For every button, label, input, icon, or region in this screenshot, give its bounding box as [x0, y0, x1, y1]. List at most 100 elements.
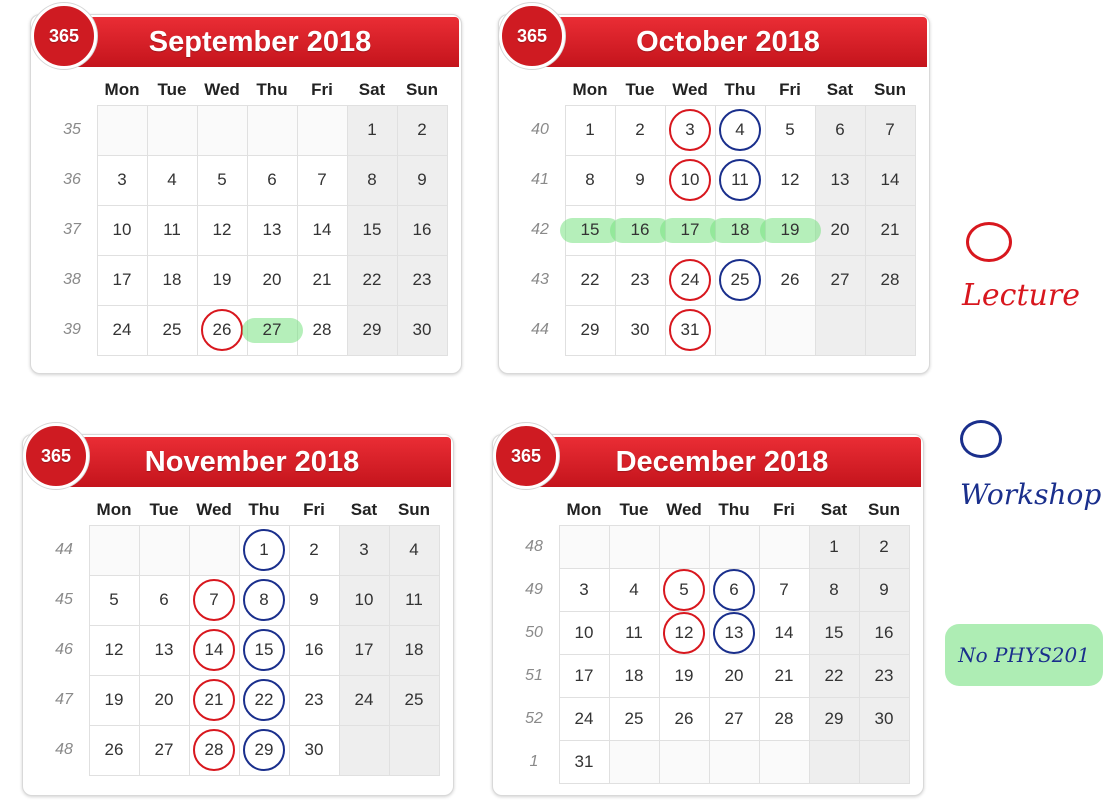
day-cell[interactable]: 1	[238, 524, 290, 576]
day-cell[interactable]: 3	[96, 154, 148, 206]
day-cell[interactable]: 27	[708, 696, 760, 741]
day-cell[interactable]: 17	[558, 653, 610, 698]
day-cell[interactable]: 1	[346, 104, 398, 156]
day-cell[interactable]: 4	[714, 104, 766, 156]
day-cell[interactable]: 20	[138, 674, 190, 726]
day-cell[interactable]: 15	[346, 204, 398, 256]
day-cell[interactable]: 12	[196, 204, 248, 256]
day-cell[interactable]: 15	[238, 624, 290, 676]
day-cell[interactable]: 10	[664, 154, 716, 206]
day-cell[interactable]: 2	[396, 104, 448, 156]
day-cell[interactable]: 7	[188, 574, 240, 626]
day-cell[interactable]: 13	[708, 610, 760, 655]
day-cell[interactable]: 15	[808, 610, 860, 655]
day-cell[interactable]: 25	[146, 304, 198, 356]
day-cell[interactable]: 13	[246, 204, 298, 256]
day-cell[interactable]: 1	[808, 524, 860, 569]
day-cell[interactable]: 10	[338, 574, 390, 626]
day-cell[interactable]: 17	[96, 254, 148, 306]
day-cell[interactable]: 22	[564, 254, 616, 306]
day-cell[interactable]: 16	[396, 204, 448, 256]
day-cell[interactable]: 19	[658, 653, 710, 698]
day-cell[interactable]: 25	[388, 674, 440, 726]
day-cell[interactable]: 29	[808, 696, 860, 741]
day-cell[interactable]: 9	[614, 154, 666, 206]
day-cell[interactable]: 23	[614, 254, 666, 306]
day-cell[interactable]: 22	[238, 674, 290, 726]
day-cell[interactable]: 30	[396, 304, 448, 356]
day-cell[interactable]: 6	[708, 567, 760, 612]
day-cell[interactable]: 8	[346, 154, 398, 206]
day-cell[interactable]: 10	[96, 204, 148, 256]
day-cell[interactable]: 24	[664, 254, 716, 306]
day-cell[interactable]: 11	[146, 204, 198, 256]
day-cell[interactable]: 27	[241, 304, 303, 356]
day-cell[interactable]: 30	[614, 304, 666, 356]
day-cell[interactable]: 8	[564, 154, 616, 206]
day-cell[interactable]: 19	[88, 674, 140, 726]
day-cell[interactable]: 21	[864, 204, 916, 256]
day-cell[interactable]: 30	[858, 696, 910, 741]
day-cell[interactable]: 5	[764, 104, 816, 156]
day-cell[interactable]: 12	[658, 610, 710, 655]
day-cell[interactable]: 18	[709, 204, 771, 256]
day-cell[interactable]: 26	[658, 696, 710, 741]
day-cell[interactable]: 22	[346, 254, 398, 306]
day-cell[interactable]: 19	[196, 254, 248, 306]
day-cell[interactable]: 18	[146, 254, 198, 306]
day-cell[interactable]: 25	[714, 254, 766, 306]
day-cell[interactable]: 4	[388, 524, 440, 576]
day-cell[interactable]: 8	[808, 567, 860, 612]
day-cell[interactable]: 9	[396, 154, 448, 206]
day-cell[interactable]: 20	[814, 204, 866, 256]
day-cell[interactable]: 2	[614, 104, 666, 156]
day-cell[interactable]: 24	[558, 696, 610, 741]
day-cell[interactable]: 22	[808, 653, 860, 698]
day-cell[interactable]: 13	[138, 624, 190, 676]
day-cell[interactable]: 29	[238, 724, 290, 776]
day-cell[interactable]: 21	[758, 653, 810, 698]
day-cell[interactable]: 2	[858, 524, 910, 569]
day-cell[interactable]: 3	[558, 567, 610, 612]
day-cell[interactable]: 26	[88, 724, 140, 776]
day-cell[interactable]: 14	[758, 610, 810, 655]
day-cell[interactable]: 21	[296, 254, 348, 306]
day-cell[interactable]: 1	[564, 104, 616, 156]
day-cell[interactable]: 6	[246, 154, 298, 206]
day-cell[interactable]: 31	[664, 304, 716, 356]
day-cell[interactable]: 13	[814, 154, 866, 206]
day-cell[interactable]: 28	[758, 696, 810, 741]
day-cell[interactable]: 6	[814, 104, 866, 156]
day-cell[interactable]: 12	[88, 624, 140, 676]
day-cell[interactable]: 11	[714, 154, 766, 206]
day-cell[interactable]: 5	[658, 567, 710, 612]
day-cell[interactable]: 9	[858, 567, 910, 612]
day-cell[interactable]: 14	[864, 154, 916, 206]
day-cell[interactable]: 31	[558, 739, 610, 784]
day-cell[interactable]: 17	[338, 624, 390, 676]
day-cell[interactable]: 14	[296, 204, 348, 256]
day-cell[interactable]: 28	[188, 724, 240, 776]
day-cell[interactable]: 10	[558, 610, 610, 655]
day-cell[interactable]: 20	[708, 653, 760, 698]
day-cell[interactable]: 7	[758, 567, 810, 612]
day-cell[interactable]: 28	[296, 304, 348, 356]
day-cell[interactable]: 23	[858, 653, 910, 698]
day-cell[interactable]: 30	[288, 724, 340, 776]
day-cell[interactable]: 17	[659, 204, 721, 256]
day-cell[interactable]: 28	[864, 254, 916, 306]
day-cell[interactable]: 5	[88, 574, 140, 626]
day-cell[interactable]: 21	[188, 674, 240, 726]
day-cell[interactable]: 24	[96, 304, 148, 356]
day-cell[interactable]: 3	[338, 524, 390, 576]
day-cell[interactable]: 5	[196, 154, 248, 206]
day-cell[interactable]: 26	[196, 304, 248, 356]
day-cell[interactable]: 6	[138, 574, 190, 626]
day-cell[interactable]: 8	[238, 574, 290, 626]
day-cell[interactable]: 18	[388, 624, 440, 676]
day-cell[interactable]: 18	[608, 653, 660, 698]
day-cell[interactable]: 3	[664, 104, 716, 156]
day-cell[interactable]: 19	[759, 204, 821, 256]
day-cell[interactable]: 11	[608, 610, 660, 655]
day-cell[interactable]: 4	[146, 154, 198, 206]
